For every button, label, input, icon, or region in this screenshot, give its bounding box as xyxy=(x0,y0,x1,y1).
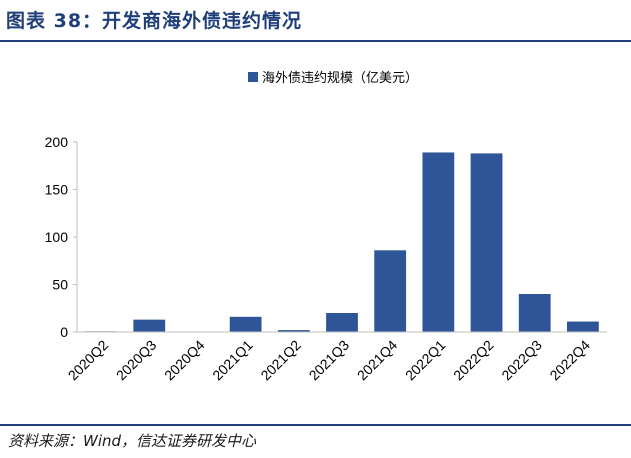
x-tick-label: 2022Q4 xyxy=(546,337,593,384)
bar-2021Q2 xyxy=(277,330,310,332)
y-tick-label: 150 xyxy=(45,182,69,198)
x-tick-label: 2022Q3 xyxy=(498,337,545,384)
bars xyxy=(85,152,599,332)
x-tick-label: 2021Q2 xyxy=(257,337,304,384)
bar-2022Q4 xyxy=(567,321,599,332)
y-tick-label: 0 xyxy=(60,324,68,340)
bar-2021Q4 xyxy=(374,250,407,332)
x-tick-label: 2022Q1 xyxy=(402,337,449,384)
y-tick-label: 200 xyxy=(45,134,69,150)
x-tick-label: 2020Q3 xyxy=(113,337,160,384)
x-tick-label: 2020Q4 xyxy=(161,337,208,384)
bar-2022Q2 xyxy=(470,153,503,332)
source-note: 资料来源：Wind，信达证券研发中心 xyxy=(8,432,257,450)
bar-2020Q3 xyxy=(133,319,166,332)
bar-2021Q1 xyxy=(229,316,262,332)
legend-label: 海外债违约规模（亿美元） xyxy=(262,71,418,86)
x-axis: 2020Q2 2020Q3 2020Q4 2021Q1 2021Q2 2021Q3 2021… xyxy=(65,337,594,384)
bar-2022Q1 xyxy=(422,152,455,332)
y-tick-label: 50 xyxy=(52,277,68,293)
bar-2022Q3 xyxy=(518,294,551,332)
chart-legend: 海外债违约规模（亿美元） xyxy=(248,71,418,86)
y-axis: 0 50 100 150 200 xyxy=(45,134,78,340)
figure-title: 图表 38：开发商海外债违约情况 xyxy=(6,10,303,32)
y-tick-label: 100 xyxy=(45,229,69,245)
x-tick-label: 2021Q1 xyxy=(209,337,256,384)
source-rule xyxy=(0,424,631,426)
x-tick-label: 2021Q3 xyxy=(306,337,353,384)
bar-2021Q3 xyxy=(326,313,358,332)
x-tick-label: 2021Q4 xyxy=(354,337,401,384)
title-rule xyxy=(0,40,631,42)
x-tick-label: 2022Q2 xyxy=(450,337,497,384)
x-tick-label: 2020Q2 xyxy=(65,337,112,384)
legend-swatch xyxy=(248,72,258,82)
